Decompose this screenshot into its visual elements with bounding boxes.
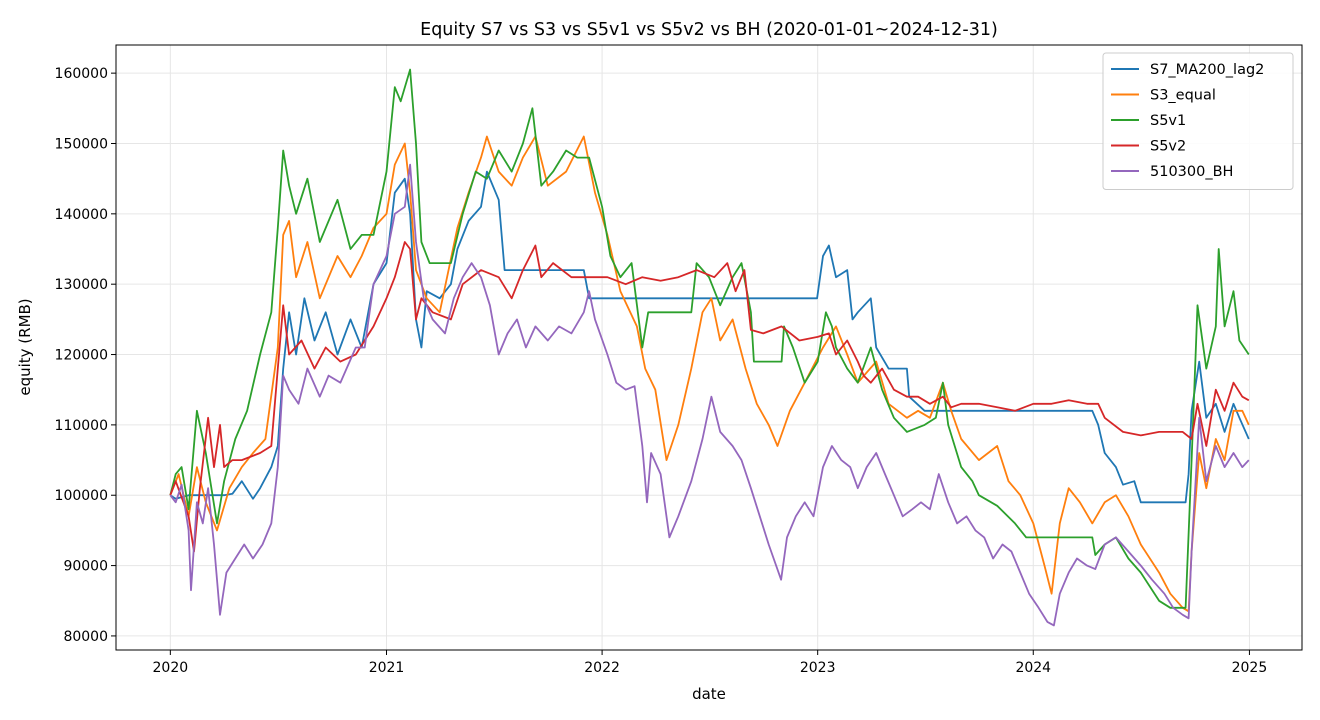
x-tick-label: 2024 (1015, 660, 1051, 676)
series-line-510300-bh (169, 163, 1250, 627)
axis-ticks: 2020 2021 2022 2023 2024 2025 80000 90000 100000… (55, 66, 1268, 676)
grid (116, 45, 1302, 650)
y-tick-label: 110000 (55, 418, 108, 434)
y-tick-label: 80000 (63, 629, 108, 645)
y-tick-label: 150000 (55, 136, 108, 152)
legend-entry: S5v1 (1150, 113, 1186, 129)
series-lines (169, 68, 1250, 627)
y-tick-label: 130000 (55, 277, 108, 293)
legend: S7_MA200_lag2 S3_equal S5v1 S5v2 510300_BH (1102, 52, 1294, 190)
x-tick-label: 2021 (369, 660, 405, 676)
series-line-s3-equal (169, 135, 1250, 613)
legend-entry: S3_equal (1150, 88, 1216, 104)
legend-entry: S7_MA200_lag2 (1150, 62, 1264, 78)
series-line-s7-ma200-lag2 (169, 170, 1250, 504)
legend-entry: 510300_BH (1150, 164, 1233, 180)
y-tick-label: 140000 (55, 207, 108, 223)
x-tick-label: 2025 (1232, 660, 1268, 676)
series-line-s5v2 (169, 241, 1250, 553)
x-tick-label: 2023 (800, 660, 836, 676)
chart-title: Equity S7 vs S3 vs S5v1 vs S5v2 vs BH (2… (420, 20, 998, 40)
y-tick-label: 160000 (55, 66, 108, 82)
x-tick-label: 2022 (584, 660, 620, 676)
y-axis-label: equity (RMB) (16, 298, 34, 395)
y-tick-label: 120000 (55, 348, 108, 364)
y-tick-label: 90000 (63, 559, 108, 575)
plot-area-frame (115, 44, 1303, 651)
legend-box (1102, 52, 1294, 190)
x-axis-label: date (692, 685, 726, 703)
series-line-s5v1 (169, 68, 1250, 609)
y-tick-label: 100000 (55, 488, 108, 504)
legend-entry: S5v2 (1150, 139, 1186, 155)
x-tick-label: 2020 (153, 660, 189, 676)
